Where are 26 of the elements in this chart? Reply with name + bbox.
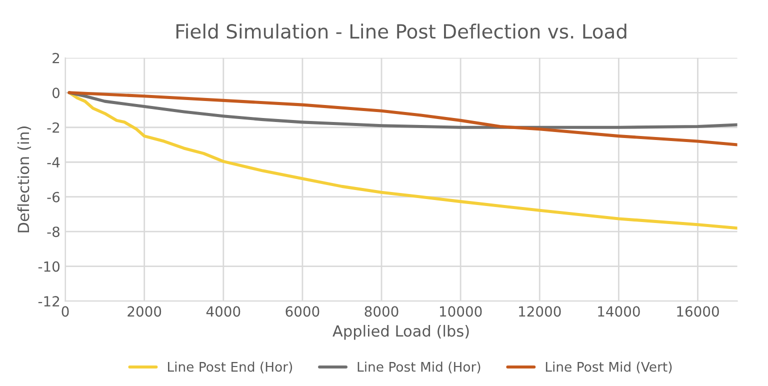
x-tick-label: 12000	[519, 306, 561, 317]
chart-title: Field Simulation - Line Post Deflection vs. Load	[176, 24, 626, 39]
x-tick-label: 6000	[286, 306, 320, 317]
y-axis-title: Deflection (in)	[17, 126, 32, 232]
legend-label: Line Post Mid (Vert)	[546, 362, 672, 374]
y-tick-label: 2	[52, 52, 60, 64]
legend-label: Line Post End (Hor)	[168, 362, 292, 374]
y-tick-label: -12	[38, 296, 60, 306]
line-series	[68, 91, 738, 146]
line-series	[68, 91, 738, 230]
y-tick-label: 0	[52, 88, 60, 98]
y-tick-label: -8	[47, 226, 60, 238]
x-tick-label: 10000	[440, 306, 482, 317]
legend-label: Line Post Mid (Hor)	[358, 362, 480, 374]
line-series	[68, 91, 738, 129]
x-axis-title: Applied Load (lbs)	[332, 324, 469, 340]
x-tick-label: 14000	[598, 306, 640, 317]
x-tick-label: 0	[62, 306, 69, 317]
x-tick-label: 16000	[677, 306, 719, 317]
y-tick-label: -6	[47, 192, 60, 202]
x-tick-label: 2000	[128, 306, 162, 317]
y-tick-label: -10	[38, 261, 60, 272]
y-tick-label: -4	[47, 157, 60, 168]
x-tick-label: 4000	[206, 306, 240, 317]
x-tick-label: 8000	[364, 306, 398, 317]
y-tick-label: -2	[47, 122, 60, 133]
